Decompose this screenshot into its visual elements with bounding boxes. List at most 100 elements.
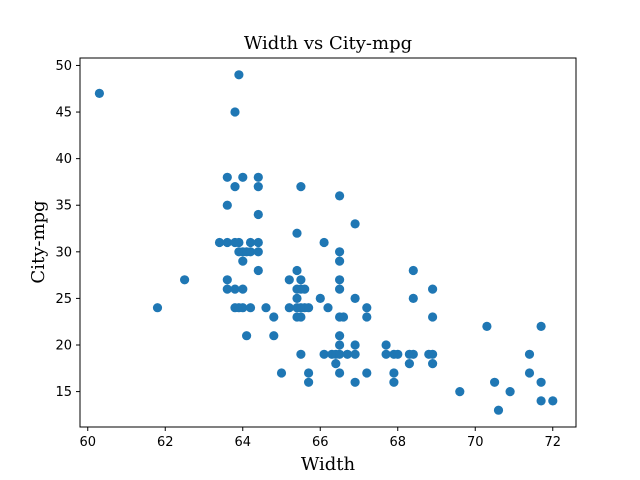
data-point [428,359,438,369]
data-point [335,368,345,378]
data-point [180,275,190,285]
y-axis-ticks: 15 20 25 30 35 40 45 50 [55,59,80,400]
data-point [292,228,302,238]
data-point [335,247,345,257]
data-point [335,284,345,294]
data-point [381,349,391,359]
data-point [350,293,360,303]
y-tick-label: 30 [55,245,72,260]
x-tick-label: 60 [79,435,96,450]
y-tick-label: 15 [55,385,72,400]
data-point [269,331,279,341]
y-axis-title: City-mpg [28,200,49,283]
data-point [214,237,225,248]
chart-title: Width vs City-mpg [244,33,412,54]
x-tick-label: 62 [157,435,174,450]
data-point [253,247,263,257]
data-point [482,321,492,331]
data-point [261,303,271,313]
data-point [428,284,438,294]
data-point [335,349,345,359]
data-point [524,368,535,378]
data-point [304,377,314,387]
data-point [408,265,418,276]
data-point [300,284,310,294]
data-point [319,237,329,248]
data-point [335,275,345,285]
data-point [319,349,329,359]
data-point [245,303,256,313]
data-point [284,303,294,313]
x-axis-title: Width [301,454,356,475]
data-point [222,275,232,285]
data-point [342,349,352,359]
data-point [536,377,546,387]
data-point [493,405,504,415]
data-point [238,303,248,313]
data-point [548,396,558,406]
data-point [234,237,244,248]
data-point [253,237,263,248]
data-point [238,256,248,266]
data-point [335,256,345,266]
data-point [335,191,345,201]
data-point [428,312,438,322]
data-point [315,293,325,303]
data-point [335,331,345,341]
x-axis-ticks: 60 62 64 66 68 70 72 [79,427,561,450]
data-point [536,321,546,331]
data-point [222,172,232,182]
y-tick-label: 20 [55,339,72,354]
data-point [296,312,306,322]
data-point [505,387,515,397]
plot-frame [79,57,577,428]
y-tick-label: 50 [55,59,72,74]
data-point [362,368,372,378]
data-point [455,387,465,397]
data-points [94,70,558,415]
data-point [152,303,163,313]
data-point [408,349,418,359]
data-point [323,303,333,313]
x-tick-label: 72 [544,435,561,450]
data-point [230,284,240,294]
data-point [350,340,360,350]
data-point [222,237,232,248]
data-point [253,209,263,220]
data-point [269,312,279,322]
data-point [222,200,232,210]
data-point [222,284,232,294]
data-point [362,303,372,313]
data-point [389,368,399,378]
data-point [362,312,372,322]
data-point [304,368,314,378]
data-point [253,182,263,192]
data-point [296,349,306,359]
data-point [296,182,306,192]
data-point [253,265,263,276]
data-point [245,237,256,248]
y-tick-label: 40 [55,152,72,167]
x-tick-label: 68 [389,435,406,450]
x-tick-label: 64 [234,435,251,450]
data-point [335,340,345,350]
data-point [536,396,546,406]
data-point [292,293,302,303]
data-point [238,172,248,182]
data-point [350,219,360,229]
data-point [230,182,240,192]
data-point [389,377,399,387]
data-point [393,349,403,359]
data-point [408,293,418,303]
y-tick-label: 45 [55,106,72,121]
data-point [292,265,302,276]
data-point [350,349,360,359]
data-point [490,377,500,387]
x-tick-label: 66 [312,435,329,450]
x-tick-label: 70 [467,435,484,450]
data-point [296,275,306,285]
data-point [238,284,248,294]
data-point [350,377,360,387]
data-point [276,368,287,378]
